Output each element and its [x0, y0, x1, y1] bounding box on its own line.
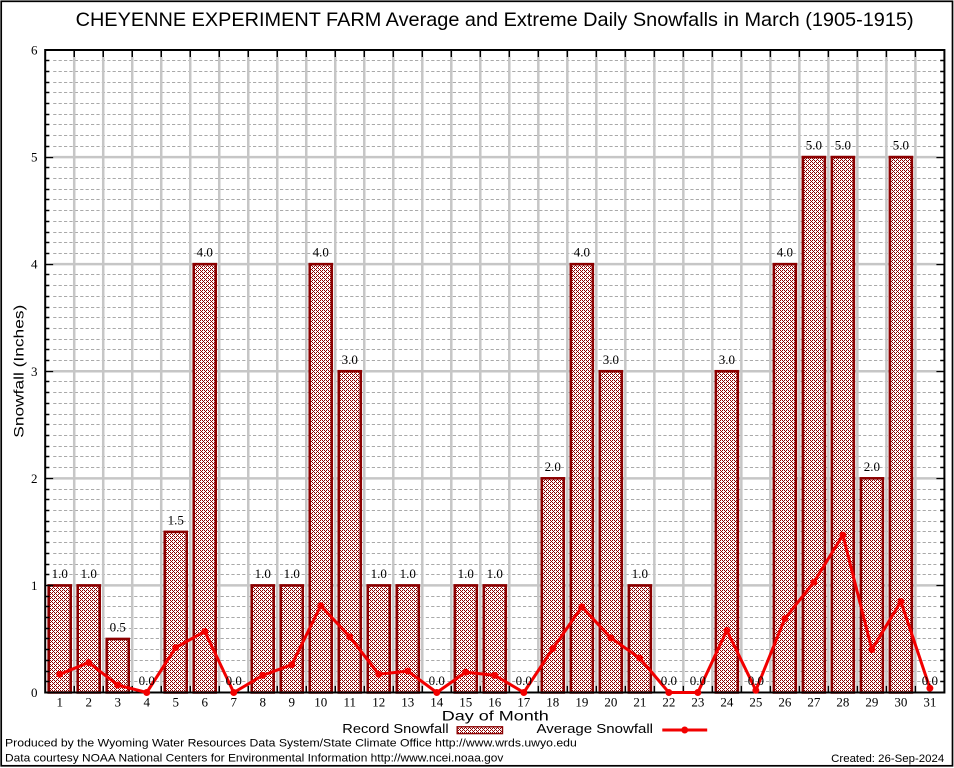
svg-text:30: 30 [894, 695, 907, 710]
svg-text:3.0: 3.0 [719, 352, 735, 367]
svg-text:1.0: 1.0 [487, 566, 503, 581]
svg-text:0.0: 0.0 [516, 673, 532, 688]
svg-text:31: 31 [923, 695, 936, 710]
svg-text:2: 2 [85, 695, 92, 710]
svg-text:Created: 26-Sep-2024: Created: 26-Sep-2024 [831, 753, 944, 765]
svg-text:24: 24 [720, 695, 734, 710]
svg-text:0.5: 0.5 [110, 619, 126, 634]
svg-text:5.0: 5.0 [835, 138, 851, 153]
svg-text:1.0: 1.0 [400, 566, 416, 581]
svg-text:Average Snowfall: Average Snowfall [537, 721, 654, 736]
svg-text:12: 12 [372, 695, 385, 710]
svg-text:1: 1 [56, 695, 63, 710]
svg-text:Produced by the Wyoming Water: Produced by the Wyoming Water Resources … [5, 737, 577, 749]
svg-text:3.0: 3.0 [603, 352, 619, 367]
svg-text:22: 22 [662, 695, 675, 710]
svg-text:0.0: 0.0 [922, 673, 938, 688]
svg-text:9: 9 [289, 695, 296, 710]
svg-text:10: 10 [314, 695, 327, 710]
svg-text:CHEYENNE EXPERIMENT FARM Avera: CHEYENNE EXPERIMENT FARM Average and Ext… [76, 9, 914, 31]
svg-text:8: 8 [260, 695, 267, 710]
svg-text:3: 3 [31, 364, 38, 379]
svg-text:4: 4 [31, 257, 38, 272]
svg-text:2.0: 2.0 [545, 459, 561, 474]
svg-text:4.0: 4.0 [197, 245, 213, 260]
svg-text:18: 18 [546, 695, 559, 710]
svg-text:4.0: 4.0 [777, 245, 793, 260]
svg-text:1.0: 1.0 [371, 566, 387, 581]
svg-text:0.0: 0.0 [748, 673, 764, 688]
svg-text:0.0: 0.0 [429, 673, 445, 688]
svg-text:5.0: 5.0 [893, 138, 909, 153]
svg-text:1.0: 1.0 [458, 566, 474, 581]
svg-text:28: 28 [836, 695, 849, 710]
svg-text:2: 2 [31, 471, 38, 486]
svg-text:11: 11 [344, 695, 357, 710]
svg-text:5: 5 [31, 150, 38, 165]
svg-text:1.0: 1.0 [284, 566, 300, 581]
svg-text:7: 7 [230, 695, 237, 710]
svg-text:1: 1 [31, 578, 38, 593]
svg-text:6: 6 [31, 43, 38, 58]
svg-text:1.5: 1.5 [168, 512, 184, 527]
svg-text:Record Snowfall: Record Snowfall [342, 721, 448, 736]
svg-text:19: 19 [575, 695, 588, 710]
svg-text:15: 15 [459, 695, 472, 710]
svg-text:0: 0 [31, 685, 38, 700]
svg-text:0.0: 0.0 [661, 673, 677, 688]
svg-text:0.0: 0.0 [226, 673, 242, 688]
svg-text:16: 16 [488, 695, 502, 710]
svg-text:6: 6 [201, 695, 208, 710]
svg-text:26: 26 [778, 695, 792, 710]
svg-text:1.0: 1.0 [632, 566, 648, 581]
svg-text:3.0: 3.0 [342, 352, 358, 367]
svg-text:13: 13 [401, 695, 414, 710]
svg-text:5: 5 [172, 695, 179, 710]
svg-text:21: 21 [633, 695, 646, 710]
svg-text:2.0: 2.0 [864, 459, 880, 474]
svg-text:14: 14 [430, 695, 444, 710]
svg-text:29: 29 [865, 695, 878, 710]
svg-text:Day of Month: Day of Month [442, 708, 549, 724]
svg-text:5.0: 5.0 [806, 138, 822, 153]
svg-text:Data courtesy NOAA National Ce: Data courtesy NOAA National Centers for … [5, 752, 504, 764]
svg-text:23: 23 [691, 695, 704, 710]
svg-text:1.0: 1.0 [52, 566, 68, 581]
svg-text:0.0: 0.0 [690, 673, 706, 688]
svg-text:20: 20 [604, 695, 617, 710]
svg-text:4.0: 4.0 [574, 245, 590, 260]
svg-text:1.0: 1.0 [81, 566, 97, 581]
svg-text:1.0: 1.0 [255, 566, 271, 581]
svg-text:Snowfall (Inches): Snowfall (Inches) [11, 305, 27, 438]
svg-text:25: 25 [749, 695, 762, 710]
svg-text:27: 27 [807, 695, 821, 710]
svg-text:0.0: 0.0 [139, 673, 155, 688]
svg-text:17: 17 [517, 695, 531, 710]
svg-text:4: 4 [143, 695, 150, 710]
svg-text:3: 3 [114, 695, 121, 710]
svg-text:4.0: 4.0 [313, 245, 329, 260]
